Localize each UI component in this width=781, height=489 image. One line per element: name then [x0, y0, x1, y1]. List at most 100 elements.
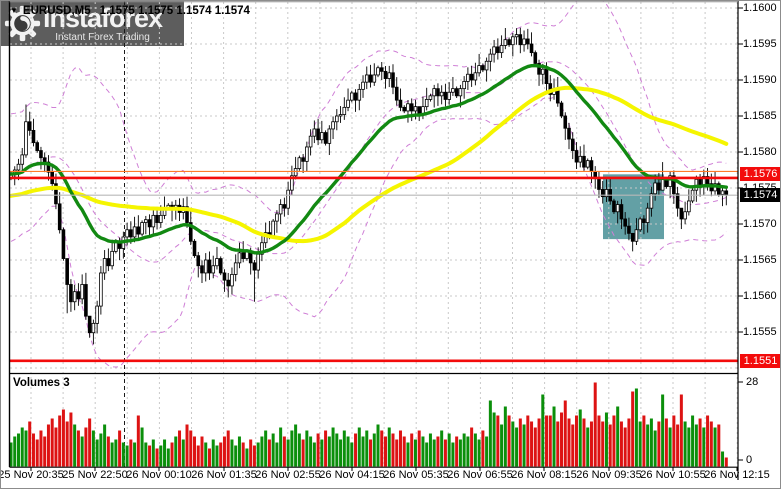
volume-bar [279, 427, 283, 467]
volume-bar [683, 421, 687, 467]
volume-bar [548, 415, 552, 467]
candle-body [597, 178, 601, 190]
candle-body [484, 60, 489, 71]
symbol-dropdown-icon[interactable]: ▼ [10, 6, 18, 15]
candle-body [155, 214, 159, 223]
volume-bar [335, 433, 339, 467]
candle-body [477, 65, 481, 74]
volume-bar [76, 430, 80, 467]
candle-body [305, 146, 309, 162]
volume-bar [174, 436, 178, 467]
candle-body [574, 150, 579, 163]
candle-body [462, 81, 466, 90]
volume-bar [207, 448, 211, 467]
volume-bar [574, 415, 578, 467]
candle-body [600, 189, 605, 198]
candle-body [233, 262, 238, 275]
volume-bar [511, 421, 515, 467]
volume-bar [95, 439, 99, 467]
volume-bar [533, 427, 537, 467]
volume-bar [612, 415, 616, 467]
volume-bar [354, 433, 358, 467]
price-tag-1.1576: 1.1576 [740, 166, 780, 181]
volume-bar [402, 436, 406, 467]
x-axis-label: 26 Nov 02:55 [255, 469, 321, 481]
candle-body [645, 207, 650, 223]
candle-body [668, 175, 672, 187]
volume-bar [503, 406, 507, 467]
volume-bar [634, 388, 638, 467]
volume-bar [69, 412, 73, 467]
volume-bar [222, 436, 226, 467]
volume-bar [99, 433, 103, 467]
volume-bar [264, 430, 268, 467]
x-axis-label: 26 Nov 10:55 [640, 469, 706, 481]
candle-body [447, 91, 451, 100]
candle-body [125, 229, 129, 238]
volume-bar [470, 427, 474, 467]
candle-body [398, 99, 403, 108]
volume-bar [181, 439, 185, 467]
candle-body [211, 265, 216, 274]
x-axis-label: 26 Nov 12:15 [704, 469, 770, 481]
y-axis-label: 1.1565 [743, 254, 777, 266]
candle-body [200, 265, 204, 274]
candle-body [260, 242, 264, 255]
candle-body [282, 204, 287, 209]
volume-bar [642, 415, 646, 467]
candle-body [252, 262, 257, 271]
candle-body [241, 252, 245, 259]
volume-bar [230, 439, 234, 467]
candle-body [387, 72, 392, 79]
x-axis-label: 26 Nov 00:10 [126, 469, 192, 481]
candle-body [331, 121, 335, 130]
volume-bar [129, 439, 133, 467]
volume-bar [724, 457, 728, 467]
candle-body [106, 258, 111, 267]
volume-bar [376, 424, 380, 467]
volume-bar [312, 442, 316, 467]
candle-body [612, 200, 616, 213]
volume-bar [421, 436, 425, 467]
candle-body [84, 284, 88, 317]
candle-body [507, 39, 511, 46]
candle-body [136, 226, 141, 235]
candle-body [473, 72, 478, 81]
x-axis-label: 26 Nov 08:15 [511, 469, 577, 481]
volume-bar [604, 412, 608, 467]
volume-bar [196, 445, 200, 467]
candle-body [578, 155, 583, 163]
volume-bar [481, 430, 485, 467]
candle-body [357, 88, 362, 101]
volume-bar [380, 430, 384, 467]
chart-title: ▼ EURUSD,M5 1.1575 1.1575 1.1574 1.1574 [10, 5, 250, 17]
volume-bar [339, 439, 343, 467]
volume-bar [144, 442, 148, 467]
candle-body [87, 315, 92, 334]
candle-body [589, 160, 594, 172]
candle-body [192, 240, 197, 257]
candle-body [436, 88, 440, 97]
volume-bar [324, 430, 328, 467]
candle-body [391, 72, 395, 88]
volume-bar [20, 427, 24, 467]
volume-bar [413, 439, 417, 467]
x-axis-label: 26 Nov 01:35 [191, 469, 257, 481]
volume-bar [616, 406, 620, 467]
volume-bar [24, 430, 28, 467]
green-ma-line [9, 63, 728, 255]
volume-bar [417, 430, 421, 467]
volume-bar [316, 433, 320, 467]
candle-body [76, 291, 81, 300]
volume-bar [166, 448, 170, 467]
candle-body [649, 193, 654, 209]
candle-body [230, 273, 234, 287]
candle-body [335, 115, 339, 123]
volume-bar [608, 424, 612, 467]
volume-bar [522, 424, 526, 467]
volume-bar [428, 433, 432, 467]
candle-body [24, 121, 28, 156]
instaforex-gear-icon [4, 5, 41, 42]
volume-bar [256, 442, 260, 467]
